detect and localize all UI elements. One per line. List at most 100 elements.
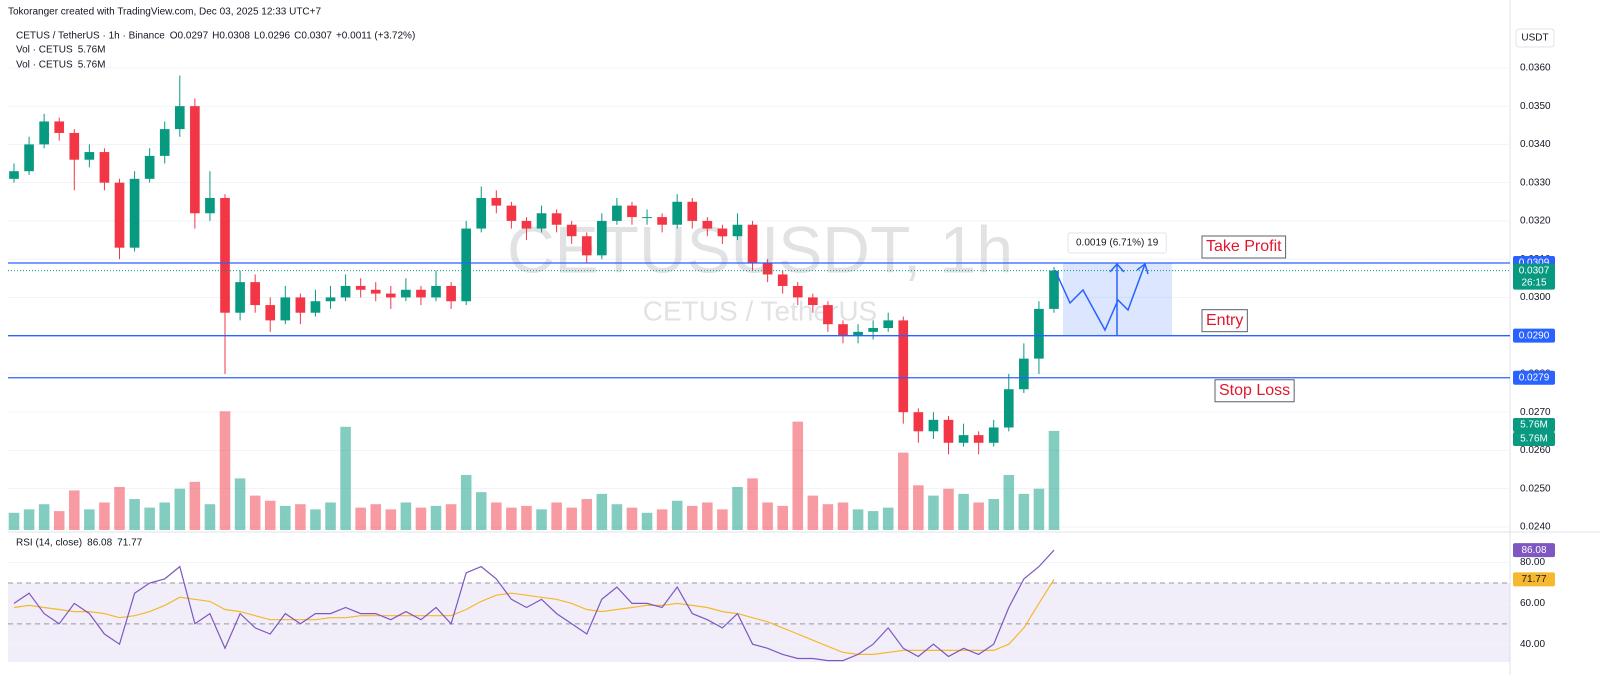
legend-key: H: [212, 31, 219, 42]
volume-bar: [913, 485, 924, 530]
candle-body: [928, 419, 939, 432]
candle-body: [943, 419, 954, 443]
candle-body: [159, 129, 170, 156]
projection-arrowhead: [1109, 262, 1125, 273]
volume-bar: [204, 504, 216, 530]
candle-body: [24, 144, 34, 172]
y-tick-label: 0.0300: [1520, 292, 1551, 303]
last-price-tag: [1513, 263, 1555, 290]
candle-body: [732, 224, 743, 237]
volume-bar: [702, 502, 713, 530]
level-box: [1214, 379, 1295, 403]
level-tag-label: 0.0309: [1519, 258, 1550, 269]
candle-body: [612, 205, 622, 221]
rsi-tag: [1513, 543, 1555, 558]
candle-body: [988, 427, 999, 443]
candle-body: [536, 213, 547, 229]
y-tick-label: 0.0330: [1520, 177, 1551, 188]
volume-bar: [38, 504, 50, 530]
candle-body: [913, 412, 924, 432]
volume-bar: [189, 481, 201, 530]
volume-bar: [747, 478, 758, 530]
volume-tag: [1513, 418, 1555, 432]
y-tick-label: 0.0260: [1520, 445, 1551, 456]
candle-body: [581, 236, 592, 256]
y-tick-label: 0.0320: [1520, 216, 1551, 227]
candle-body: [551, 213, 562, 225]
legend-value: 0.0307: [301, 31, 332, 42]
projection-arrows: [1054, 262, 1149, 336]
volume-bar: [581, 499, 593, 530]
level-box: [1201, 235, 1287, 259]
volume-bar: [491, 502, 502, 530]
volume-bar: [99, 502, 110, 530]
volume-bar: [626, 507, 638, 530]
level-tag: [1513, 328, 1555, 343]
rsi-band: [8, 582, 1510, 662]
volume-legend-value: 5.76M: [78, 45, 106, 56]
volume-bar: [928, 495, 939, 530]
y-tick-label: 0.0240: [1520, 522, 1551, 533]
currency: USDT: [1521, 33, 1548, 44]
volume-bar: [958, 493, 969, 530]
volume-bar: [144, 507, 155, 530]
volume-bar: [717, 509, 728, 530]
volume-bar: [355, 507, 366, 530]
candle-body: [762, 262, 773, 275]
candle-body: [265, 305, 276, 321]
volume-bar: [23, 509, 35, 530]
candle-body: [491, 197, 502, 206]
rsi-tick-label: 40.00: [1520, 639, 1545, 650]
y-tick-label: 0.0250: [1520, 483, 1551, 494]
volume-bar: [807, 495, 819, 530]
volume-bar: [943, 488, 954, 530]
volume-bar: [174, 488, 186, 530]
volume-bar: [596, 493, 608, 530]
candle-body: [868, 328, 878, 332]
candle-body: [325, 297, 336, 302]
candle-body: [416, 289, 426, 298]
volume-legend: Vol · CETUS: [16, 45, 73, 56]
candle-body: [566, 224, 577, 237]
candle-body: [973, 435, 984, 443]
volume-bar: [777, 505, 788, 530]
volume-bar: [129, 499, 140, 530]
legend-key: O: [170, 31, 178, 42]
level-box: [1201, 309, 1248, 333]
candle-body: [521, 220, 532, 229]
candle-body: [54, 121, 65, 133]
volume-bar: [792, 421, 804, 530]
legend-change: +0.0011 (+3.72%): [336, 31, 415, 42]
volume-bar: [475, 492, 487, 530]
volume-bar: [1018, 493, 1030, 530]
volume-bar: [310, 509, 321, 530]
volume-bar: [1048, 430, 1060, 530]
legend-value: 0.0308: [219, 31, 250, 42]
volume-bar: [114, 487, 125, 530]
volume-bar: [8, 512, 20, 530]
candle-body: [355, 285, 366, 290]
volume-bar: [280, 505, 291, 530]
volume-bar: [69, 490, 80, 530]
candle-body: [808, 297, 818, 306]
volume-bar: [370, 504, 382, 530]
candle-body: [235, 282, 245, 313]
candle-body: [672, 201, 683, 225]
attribution: Tokoranger created with TradingView.com,…: [8, 7, 321, 18]
volume-legend: Vol · CETUS: [16, 60, 73, 71]
volume-bar: [988, 499, 999, 530]
candle-body: [853, 331, 863, 336]
volume-bar: [656, 509, 668, 530]
volume-bar: [249, 495, 261, 530]
volume-bar: [686, 505, 698, 530]
countdown: 26:15: [1521, 277, 1546, 288]
volume-bar: [506, 507, 517, 530]
candle-body: [461, 228, 471, 302]
candle-body: [792, 285, 803, 298]
volume-tag-label: 5.76M: [1520, 420, 1548, 431]
volume-bar: [882, 507, 894, 530]
volume-bar: [219, 411, 231, 530]
candle-body: [250, 282, 260, 306]
